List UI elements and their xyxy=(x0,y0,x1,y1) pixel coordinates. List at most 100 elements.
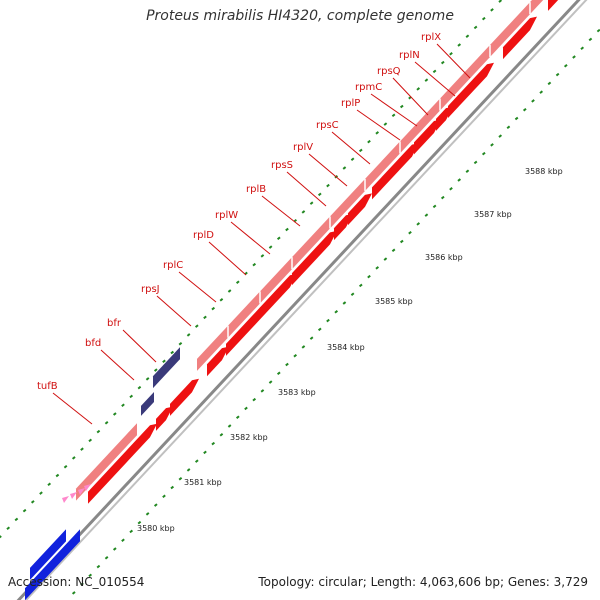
trna-marker xyxy=(84,484,91,491)
cds-arrow xyxy=(503,16,537,60)
scale-dot xyxy=(334,310,339,314)
scale-dot xyxy=(235,280,240,284)
tick-label: 3588 kbp xyxy=(525,167,563,176)
gene-band xyxy=(197,82,455,371)
gene-label-rplc: rplC xyxy=(163,260,183,271)
scale-dot xyxy=(186,333,191,337)
scale-dot xyxy=(235,415,240,419)
scale-dot xyxy=(219,298,224,302)
leader-line xyxy=(356,109,401,141)
scale-dot xyxy=(555,72,560,77)
leader-line xyxy=(392,77,429,116)
scale-dot xyxy=(399,104,404,109)
scale-dot xyxy=(244,406,248,411)
tick-label: 3581 kbp xyxy=(184,478,222,487)
scale-dot xyxy=(424,213,429,217)
scale-dot xyxy=(252,397,257,402)
tick-label: 3584 kbp xyxy=(327,343,365,352)
scale-dot xyxy=(162,359,166,364)
scale-dot xyxy=(383,257,388,261)
leader-line xyxy=(122,329,157,363)
scale-dot xyxy=(186,468,191,472)
scale-dot xyxy=(88,573,93,578)
cds-arrow xyxy=(260,273,297,320)
scale-dot xyxy=(112,412,117,416)
cds-arrow xyxy=(348,193,372,226)
scale-dot xyxy=(162,494,166,499)
scale-dot xyxy=(203,450,207,455)
gene-label-rplx: rplX xyxy=(421,32,441,43)
scale-dot xyxy=(342,301,347,305)
scale-dot xyxy=(80,447,84,451)
scale-dot xyxy=(104,556,109,560)
topology-text: Topology: circular; Length: 4,063,606 bp… xyxy=(258,575,588,589)
scale-dot xyxy=(399,239,404,244)
scale-dot xyxy=(227,289,232,293)
tick-label: 3587 kbp xyxy=(474,210,512,219)
tick-label: 3583 kbp xyxy=(278,388,316,397)
scale-dot xyxy=(170,350,175,355)
scale-dot xyxy=(531,99,535,103)
gene-label-rpsj: rpsJ xyxy=(141,284,160,295)
scale-dot xyxy=(268,380,273,384)
cds-arrow xyxy=(170,378,199,416)
scale-dot xyxy=(350,292,355,296)
scale-dot xyxy=(96,429,101,434)
scale-dot xyxy=(432,204,437,209)
leader-line xyxy=(208,241,247,276)
scale-dot xyxy=(481,151,486,156)
scale-dot xyxy=(104,421,109,425)
scale-dot xyxy=(309,336,314,340)
cds-arrow xyxy=(207,346,229,377)
scale-dot xyxy=(170,485,175,490)
gene-block-blue xyxy=(30,529,66,580)
scale-dot xyxy=(145,377,150,381)
scale-dot xyxy=(137,385,142,390)
scale-dot xyxy=(367,139,371,144)
cds-arrow xyxy=(372,143,419,200)
scale-dot xyxy=(572,55,576,59)
scale-dot xyxy=(301,345,306,349)
scale-dot xyxy=(440,60,445,65)
gene-label-rpss: rpsS xyxy=(271,160,293,171)
leader-line xyxy=(414,61,456,97)
leader-line xyxy=(331,131,371,165)
trna-marker xyxy=(78,488,85,495)
scale-dot xyxy=(121,403,125,407)
scale-dot xyxy=(145,512,150,516)
scale-dot xyxy=(178,476,183,481)
scale-dot xyxy=(506,125,511,130)
scale-dot xyxy=(522,107,527,112)
scale-dot xyxy=(514,116,519,121)
scale-dot xyxy=(293,353,298,358)
scale-dot xyxy=(112,547,117,551)
scale-dot xyxy=(129,529,134,534)
scale-dot xyxy=(203,315,207,320)
scale-dot xyxy=(14,517,19,522)
gene-label-rpsq: rpsQ xyxy=(377,66,401,77)
scale-dot xyxy=(194,459,199,463)
scale-dot xyxy=(490,143,494,147)
scale-dot xyxy=(490,8,494,12)
gene-label-rpld: rplD xyxy=(193,230,214,241)
features-layer xyxy=(25,0,559,600)
scale-dot xyxy=(317,327,322,332)
scale-dot xyxy=(342,166,347,170)
label-leaders-layer xyxy=(52,43,471,425)
scale-dot xyxy=(539,90,544,94)
scale-dot xyxy=(227,424,232,428)
scale-dot xyxy=(137,520,142,525)
cds-arrow xyxy=(548,0,559,11)
gene-label-rplw: rplW xyxy=(215,210,238,221)
tick-labels-layer: 3580 kbp 3581 kbp 3582 kbp 3583 kbp 3584 kbp… xyxy=(137,167,563,533)
leader-line xyxy=(156,295,192,327)
scale-dot xyxy=(22,508,27,513)
scale-dot xyxy=(301,210,306,214)
scale-dot xyxy=(481,16,486,21)
scale-dot xyxy=(408,230,412,235)
scale-dot xyxy=(88,438,93,443)
leader-line xyxy=(100,349,135,381)
scale-dot xyxy=(596,28,600,33)
